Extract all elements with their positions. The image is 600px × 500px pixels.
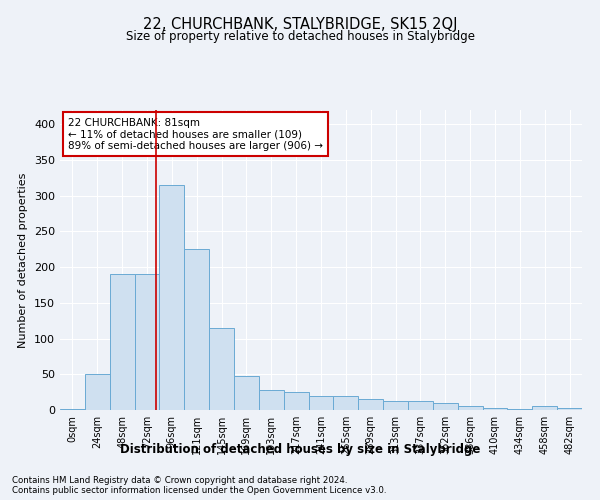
Text: Distribution of detached houses by size in Stalybridge: Distribution of detached houses by size … [120, 442, 480, 456]
Bar [358, 400, 383, 410]
Bar [433, 403, 458, 410]
Bar [160, 185, 184, 410]
Bar [482, 408, 508, 410]
Bar [184, 250, 209, 410]
Text: Contains HM Land Registry data © Crown copyright and database right 2024.: Contains HM Land Registry data © Crown c… [12, 476, 347, 485]
Bar [308, 396, 334, 410]
Bar [209, 328, 234, 410]
Bar [259, 390, 284, 410]
Bar [234, 376, 259, 410]
Bar [458, 406, 482, 410]
Bar [134, 274, 160, 410]
Text: Contains public sector information licensed under the Open Government Licence v3: Contains public sector information licen… [12, 486, 386, 495]
Text: Size of property relative to detached houses in Stalybridge: Size of property relative to detached ho… [125, 30, 475, 43]
Bar [110, 274, 134, 410]
Bar [284, 392, 308, 410]
Y-axis label: Number of detached properties: Number of detached properties [19, 172, 28, 348]
Bar [85, 374, 110, 410]
Text: 22 CHURCHBANK: 81sqm
← 11% of detached houses are smaller (109)
89% of semi-deta: 22 CHURCHBANK: 81sqm ← 11% of detached h… [68, 118, 323, 150]
Bar [508, 408, 532, 410]
Bar [408, 400, 433, 410]
Text: 22, CHURCHBANK, STALYBRIDGE, SK15 2QJ: 22, CHURCHBANK, STALYBRIDGE, SK15 2QJ [143, 18, 457, 32]
Bar [383, 400, 408, 410]
Bar [532, 406, 557, 410]
Bar [334, 396, 358, 410]
Bar [557, 408, 582, 410]
